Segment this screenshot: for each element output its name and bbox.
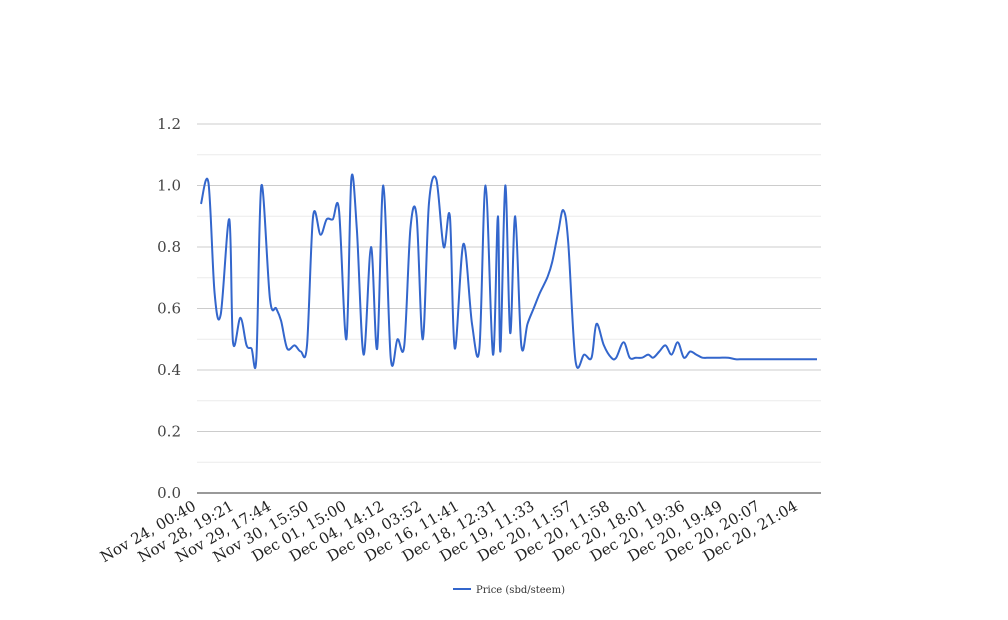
y-tick-label: 0.4 <box>157 361 181 379</box>
y-tick-label: 0.0 <box>157 484 181 502</box>
y-tick-label: 1.2 <box>157 115 181 133</box>
series-layer <box>200 173 817 369</box>
legend: Price (sbd/steem) <box>453 585 565 596</box>
y-axis-ticks: 0.0 0.2 0.4 0.6 0.8 1.0 1.2 <box>157 115 181 502</box>
y-tick-label: 1.0 <box>157 177 181 195</box>
y-tick-label: 0.8 <box>157 238 181 256</box>
y-tick-label: 0.6 <box>157 300 181 318</box>
series-line-price <box>200 173 817 369</box>
legend-label-price: Price (sbd/steem) <box>476 585 565 596</box>
y-tick-label: 0.2 <box>157 423 181 441</box>
